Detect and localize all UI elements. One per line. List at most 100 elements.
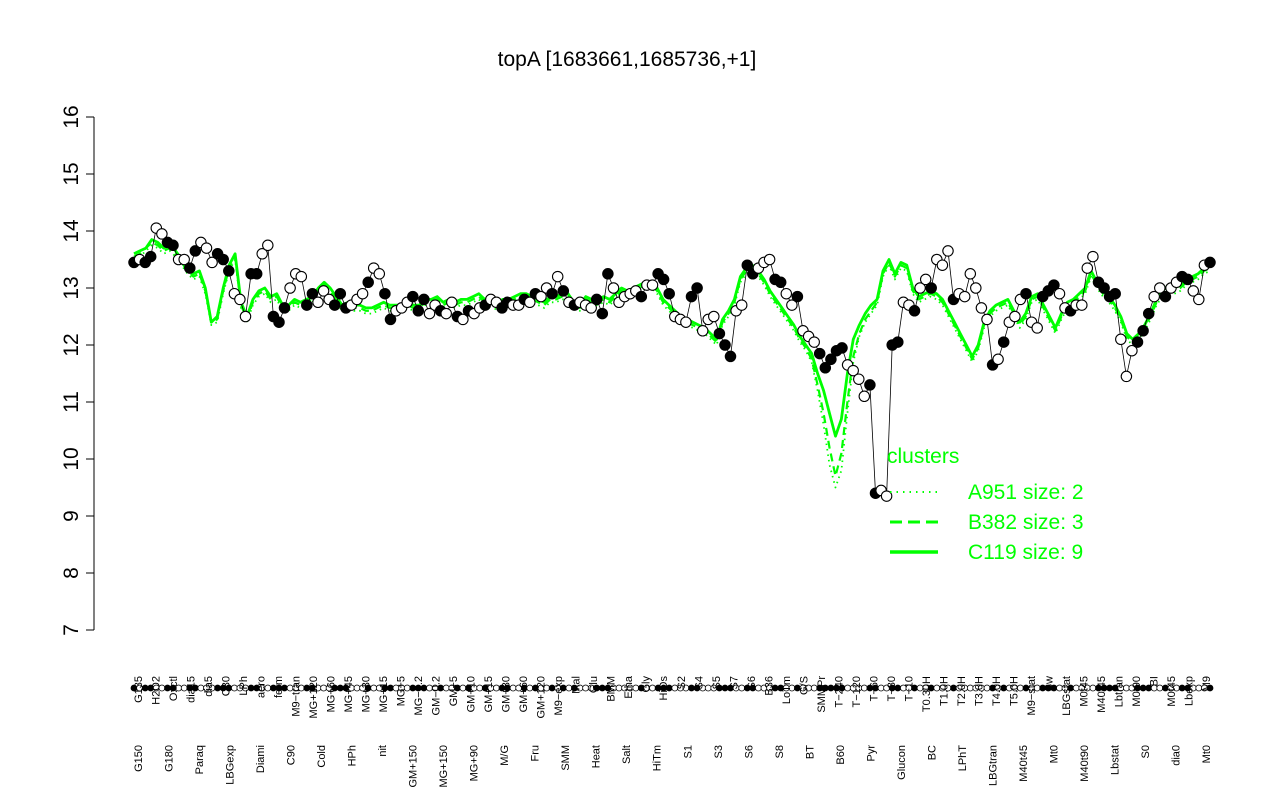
data-point	[774, 276, 787, 289]
x-tick-label: M0t45	[1078, 676, 1090, 707]
data-point	[685, 290, 698, 303]
x-tick-label: T−60	[868, 676, 880, 701]
x-tick-label: BMM	[606, 676, 618, 702]
data-point	[864, 379, 876, 391]
x-tick-label: M40t90	[1079, 745, 1091, 782]
x-tick-label: MG+150	[438, 745, 450, 788]
x-tick-label: S7	[728, 676, 740, 689]
y-tick-label: 12	[60, 333, 83, 356]
x-rug-marker	[966, 684, 974, 692]
data-point	[362, 276, 374, 289]
data-point	[691, 282, 703, 294]
x-tick-label: GM+10	[466, 676, 478, 712]
data-point	[663, 287, 675, 300]
data-point	[1076, 299, 1088, 311]
x-tick-label: Lbexp	[1184, 676, 1196, 706]
data-point	[184, 262, 196, 274]
x-tick-label: dia5	[203, 676, 215, 697]
data-point	[880, 490, 893, 502]
x-tick-label: MG+60	[326, 676, 338, 712]
data-point	[908, 305, 921, 317]
x-tick-label: T3.0H	[973, 676, 985, 706]
data-point	[847, 364, 859, 377]
legend: clusters A951 size: 2 B382 size: 3 C119 si…	[887, 445, 1084, 564]
legend-label: A951 size: 2	[968, 481, 1084, 504]
x-tick-label: M9−tran	[291, 676, 303, 717]
data-point	[741, 259, 754, 271]
data-point	[1031, 322, 1043, 334]
cluster-line-dotted	[133, 244, 1211, 489]
data-point	[819, 362, 832, 374]
data-point	[239, 310, 252, 323]
data-point	[178, 253, 190, 266]
x-tick-label: M9	[1201, 676, 1213, 691]
x-tick-label: MG+120	[308, 676, 320, 719]
x-tick-label: Oxctl	[168, 676, 180, 701]
data-point	[942, 245, 954, 257]
legend-title: clusters	[887, 445, 959, 468]
x-tick-label: Lbstat	[1110, 745, 1122, 775]
data-point	[328, 299, 341, 311]
x-tick-label: HiTm	[652, 745, 664, 771]
data-point	[646, 279, 659, 291]
x-tick-label: G180	[164, 745, 176, 772]
data-point	[334, 287, 347, 300]
data-point	[1193, 293, 1205, 306]
data-point	[936, 259, 949, 271]
x-tick-label: T4.0H	[991, 676, 1003, 706]
data-point	[1137, 325, 1149, 337]
y-tick-label: 10	[60, 447, 83, 470]
x-tick-label: T−10	[903, 676, 915, 701]
x-tick-label: M/G	[499, 745, 511, 766]
y-tick-label: 14	[60, 219, 83, 243]
data-point	[262, 239, 274, 252]
x-tick-label: Pyr	[865, 745, 877, 762]
x-tick-label: GM+15	[483, 676, 495, 712]
data-point	[1109, 287, 1121, 300]
x-tick-label: GM+120	[536, 676, 548, 719]
data-point	[206, 256, 218, 269]
x-tick-label: B36	[763, 676, 775, 696]
x-tick-label: M40t45	[1018, 745, 1030, 782]
data-point	[1148, 290, 1160, 303]
data-point	[786, 299, 798, 311]
data-point	[858, 390, 871, 403]
x-tick-label: Sw	[1043, 676, 1055, 691]
x-tick-label: dia0	[1171, 745, 1183, 766]
data-point	[256, 248, 268, 260]
data-point	[278, 302, 291, 314]
x-tick-label: S6	[746, 676, 758, 689]
data-point	[813, 347, 826, 360]
data-point	[1159, 290, 1172, 303]
data-point	[853, 373, 865, 385]
x-tick-label: HPh	[347, 745, 359, 766]
data-point	[295, 270, 308, 283]
y-tick-label: 13	[60, 276, 83, 299]
x-tick-label: MG+90	[469, 745, 481, 781]
data-point	[546, 287, 558, 300]
data-point	[763, 253, 776, 266]
x-tick-label: LPhT	[957, 745, 969, 772]
x-tick-label: C90	[286, 745, 298, 765]
data-point	[975, 302, 988, 314]
x-tick-label: MG+45	[343, 676, 355, 712]
x-tick-label: G135	[133, 676, 145, 703]
y-tick-label: 16	[60, 105, 83, 128]
x-tick-label: ferm	[273, 676, 285, 698]
data-point	[780, 287, 793, 300]
x-tick-label: LBGstat	[1061, 676, 1073, 716]
x-tick-label: M9−stat	[1026, 676, 1038, 715]
data-point	[992, 353, 1004, 366]
chart-title: topA [1683661,1685736,+1]	[498, 48, 757, 71]
data-point	[1142, 307, 1155, 320]
x-tick-label: S3	[713, 745, 725, 758]
data-point	[1115, 333, 1127, 346]
data-point	[407, 290, 419, 303]
data-point	[590, 293, 603, 306]
data-point	[557, 285, 570, 297]
data-point	[1098, 282, 1110, 294]
x-rug-marker	[598, 684, 606, 692]
x-tick-label: T5.0H	[1008, 676, 1020, 706]
data-point	[696, 325, 709, 337]
data-point	[223, 265, 235, 277]
